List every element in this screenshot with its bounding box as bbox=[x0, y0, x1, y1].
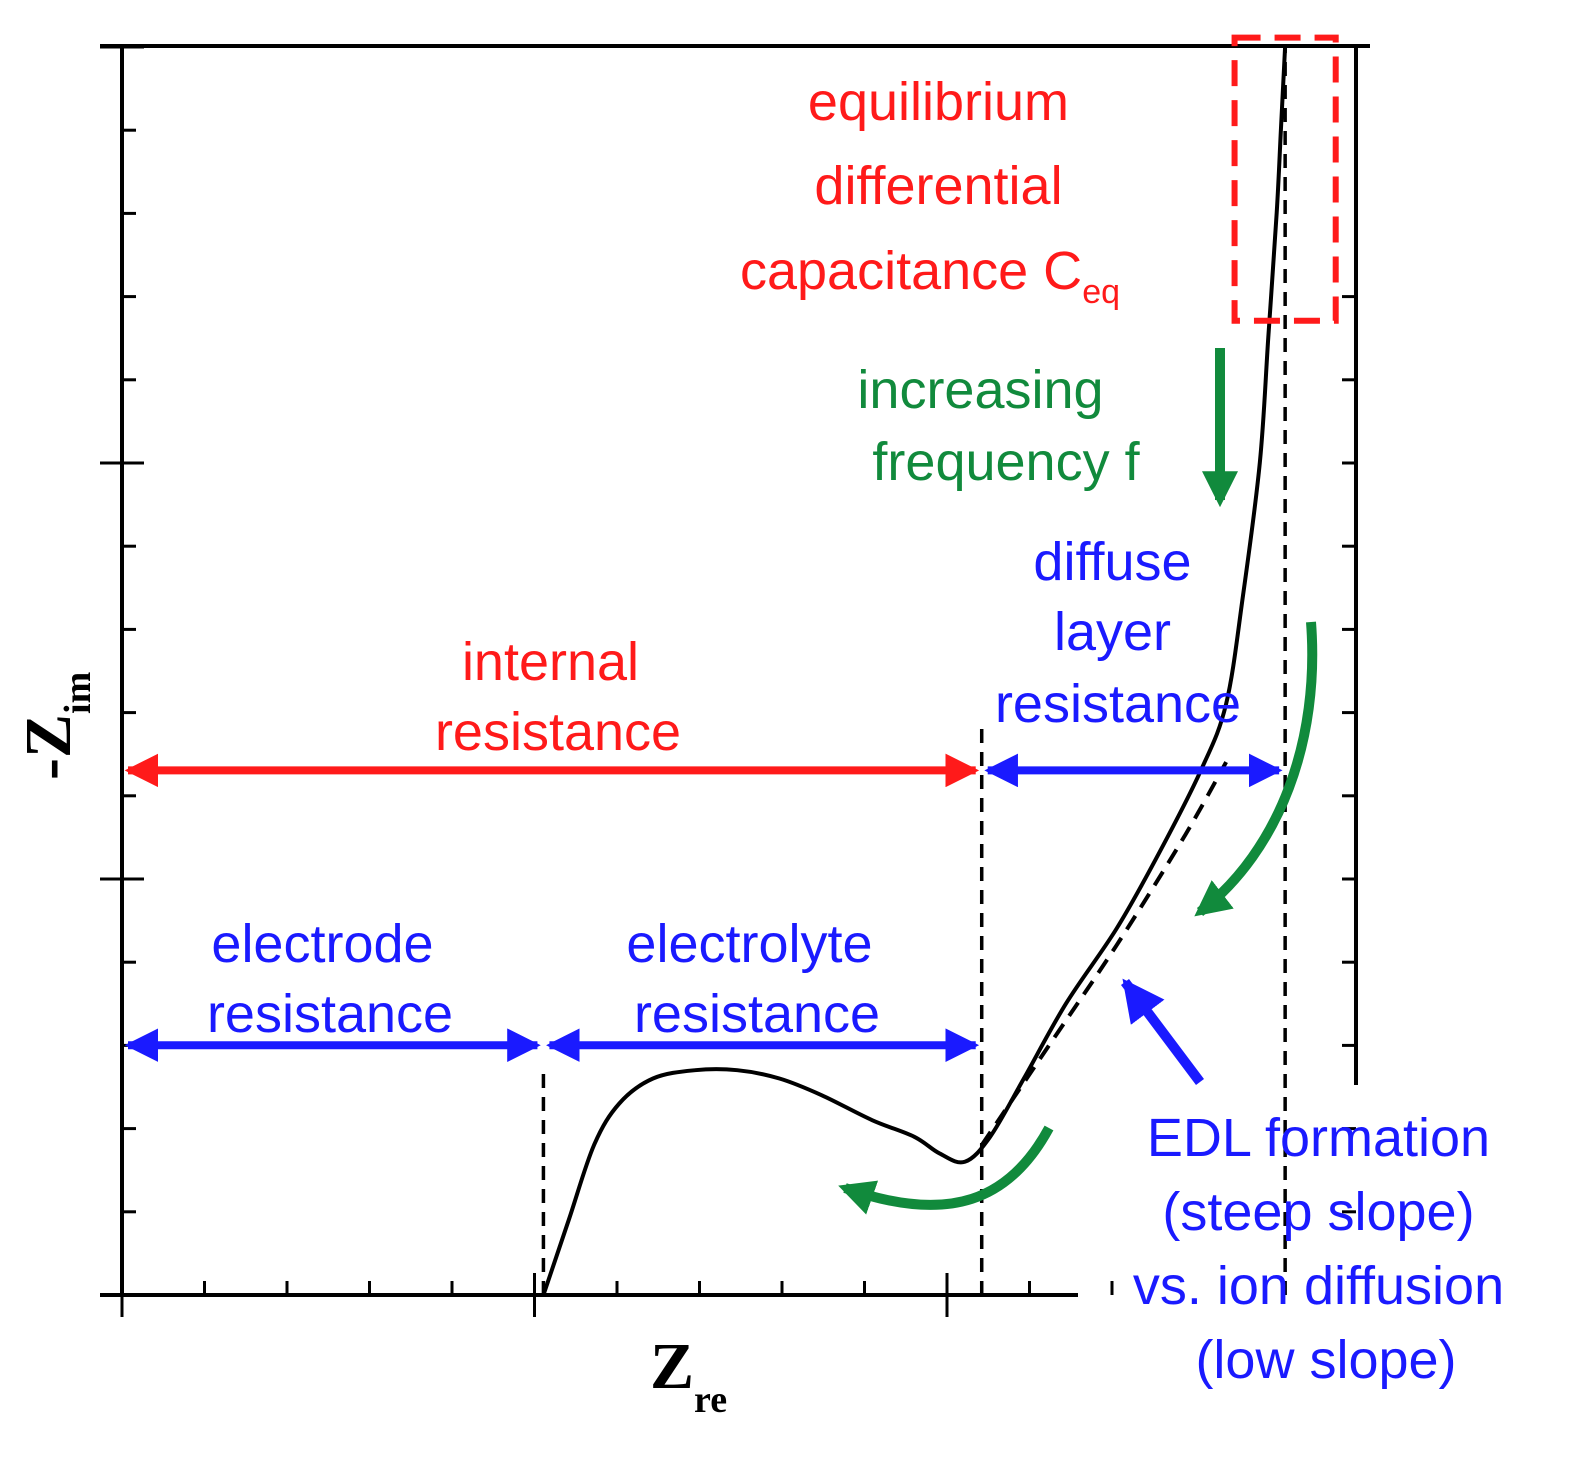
edl-line-2: (steep slope) bbox=[1162, 1182, 1474, 1242]
axes-frame bbox=[100, 44, 1370, 1297]
annotation-arrows bbox=[838, 348, 1318, 1215]
y-axis-title-prefix: - bbox=[12, 758, 85, 780]
ceq-line-1: equilibrium bbox=[808, 72, 1069, 132]
internal-line-2: resistance bbox=[435, 702, 681, 762]
x-axis-title: Zre bbox=[650, 1330, 727, 1421]
ceq-highlight-box bbox=[1231, 34, 1339, 324]
electrode-resistance-label: electrode resistance bbox=[207, 914, 453, 1044]
y-axis-title: -Zim bbox=[12, 672, 99, 780]
edl-formation-label: EDL formation (steep slope) vs. ion diff… bbox=[1133, 1108, 1519, 1390]
resistance-spans bbox=[124, 753, 1283, 1062]
frequency-line-1: increasing bbox=[857, 360, 1103, 420]
x-axis-title-sub: re bbox=[694, 1379, 727, 1421]
x-axis-title-main: Z bbox=[650, 1330, 694, 1403]
series-layer bbox=[541, 45, 1288, 1296]
diffuse-resistance-label: diffuse layer resistance bbox=[995, 532, 1241, 734]
ceq-subscript: eq bbox=[1082, 273, 1120, 311]
ceq-label: equilibrium differential capacitance Ceq bbox=[740, 72, 1120, 311]
edl-pointer-arrow bbox=[1121, 978, 1204, 1085]
frequency-line-2: frequency f bbox=[872, 432, 1140, 492]
ceq-line-3: capacitance C bbox=[740, 241, 1082, 301]
frequency-label: increasing frequency f bbox=[857, 360, 1140, 492]
curved-arrow-top bbox=[1194, 621, 1318, 917]
electrolyte-line-1: electrolyte bbox=[626, 914, 872, 974]
diffuse-line-3: resistance bbox=[995, 674, 1241, 734]
electrode-line-1: electrode bbox=[211, 914, 433, 974]
y-axis-title-sub: im bbox=[57, 672, 99, 714]
electrolyte-resistance-label: electrolyte resistance bbox=[626, 914, 887, 1044]
electrode-line-2: resistance bbox=[207, 984, 453, 1044]
fit-line-dashed bbox=[980, 761, 1228, 1147]
diffuse-line-1: diffuse bbox=[1033, 532, 1191, 592]
internal-resistance-label: internal resistance bbox=[435, 632, 681, 762]
edl-line-1: EDL formation bbox=[1147, 1108, 1490, 1168]
edl-line-4: (low slope) bbox=[1195, 1330, 1456, 1390]
curved-arrow-bottom bbox=[838, 1125, 1054, 1215]
internal-line-1: internal bbox=[462, 632, 639, 692]
edl-line-3: vs. ion diffusion bbox=[1133, 1256, 1504, 1316]
axis-ticks bbox=[100, 45, 1356, 1317]
diffuse-line-2: layer bbox=[1054, 602, 1171, 662]
y-axis-title-main: Z bbox=[12, 714, 85, 758]
electrolyte-line-2: resistance bbox=[634, 984, 880, 1044]
ceq-line-2: differential bbox=[814, 156, 1062, 216]
